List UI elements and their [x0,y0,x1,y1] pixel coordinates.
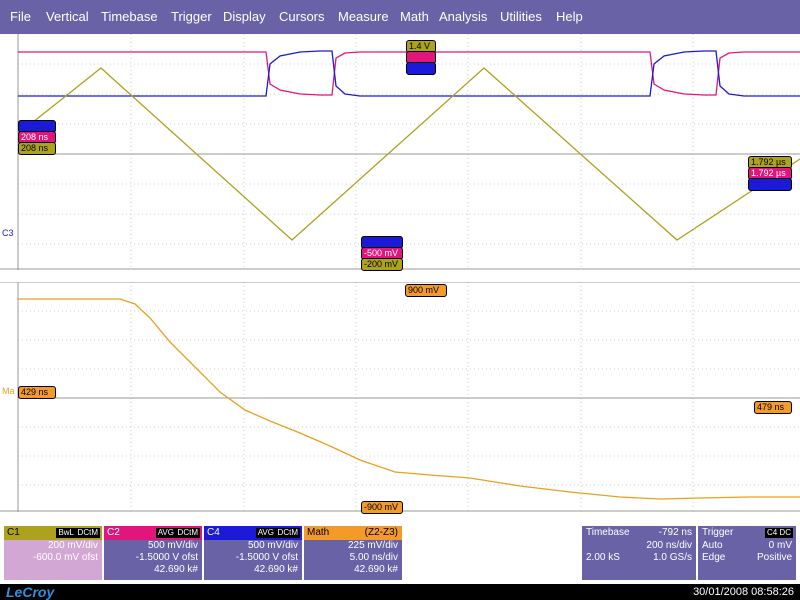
c1-coupling-badge: DCtM [75,528,100,538]
date-time: 30/01/2008 08:58:26 [693,586,794,598]
c2-avg-badge: AVG [155,528,176,538]
menu-bar: File Vertical Timebase Trigger Display C… [0,0,800,34]
menu-file[interactable]: File [10,9,31,24]
math-name: Math [307,527,330,538]
trigger-type: Edge [702,552,726,563]
c2-coupling-badge: DCtM [175,528,200,538]
c1-bottom-marker: -200 mV [361,258,403,271]
c1-descriptor[interactable]: C1 BwL DCtM 200 mV/div -600.0 mV ofst [4,526,102,580]
timebase-header: Timebase -792 ns [582,526,696,540]
c4-descriptor[interactable]: C4 AVG DCtM 500 mV/div -1.5000 V ofst 42… [204,526,302,580]
math-descriptor-header: Math (Z2-Z3) [304,526,402,540]
timebase-tdiv: 200 ns/div [646,540,692,551]
menu-help[interactable]: Help [556,9,583,24]
lower-grid-svg [0,282,800,512]
timebase-samples: 2.00 kS [586,552,620,563]
menu-display[interactable]: Display [223,9,266,24]
timebase-descriptor[interactable]: Timebase -792 ns 200 ns/div 2.00 kS 1.0 … [582,526,696,580]
channel-descriptors: C1 BwL DCtM 200 mV/div -600.0 mV ofst C2… [0,524,800,584]
c4-name: C4 [207,527,220,538]
timebase-rate: 1.0 GS/s [653,552,692,563]
math-vdiv: 225 mV/div [347,540,398,551]
lower-trace-label: Ma [2,386,15,396]
math-left-marker: 429 ns [18,386,56,399]
upper-grid-svg [0,34,800,270]
c4-descriptor-header: C4 AVG DCtM [204,526,302,540]
c1-offset: -600.0 mV ofst [32,552,98,563]
trigger-mode: Auto [702,540,723,551]
c2-trace [18,51,800,96]
c1-descriptor-header: C1 BwL DCtM [4,526,102,540]
menu-vertical[interactable]: Vertical [46,9,89,24]
math-top-marker: 900 mV [405,284,447,297]
c1-left-marker: 208 ns [18,142,56,155]
timebase-label: Timebase [586,527,630,538]
math-count: 42.690 k# [354,564,398,575]
trigger-slope: Positive [756,552,792,563]
trigger-row-1: Auto 0 mV [698,540,796,552]
c4-top-marker [406,62,436,75]
trigger-source-badge: C4 DC [764,528,793,538]
menu-trigger[interactable]: Trigger [171,9,212,24]
upper-waveform-grid[interactable]: C3 1.4 V 208 ns 208 ns 1.792 µs 1.792 µs… [0,34,800,271]
c4-coupling-badge: DCtM [275,528,300,538]
c2-descriptor[interactable]: C2 AVG DCtM 500 mV/div -1.5000 V ofst 42… [104,526,202,580]
math-descriptor[interactable]: Math (Z2-Z3) 225 mV/div 5.00 ns/div 42.6… [304,526,402,580]
math-function: (Z2-Z3) [364,527,398,538]
c1-trace [17,67,800,241]
math-hdiv: 5.00 ns/div [349,552,398,563]
timebase-row-1: 200 ns/div [582,540,696,552]
trigger-descriptor[interactable]: Trigger C4 DC Auto 0 mV Edge Positive [698,526,796,580]
trigger-header: Trigger C4 DC [698,526,796,540]
lower-gridlines [18,282,800,512]
math-right-marker: 479 ns [754,401,792,414]
c1-bwl-badge: BwL [56,528,76,538]
c4-count: 42.690 k# [254,564,298,575]
lower-waveform-grid[interactable]: Ma 900 mV 429 ns 479 ns -900 mV [0,282,800,514]
status-bar: LeCroy 30/01/2008 08:58:26 [0,584,800,600]
math-bottom-marker: -900 mV [361,501,403,514]
math-trace [18,298,800,500]
menu-analysis[interactable]: Analysis [439,9,488,24]
c4-offset: -1.5000 V ofst [235,552,298,563]
c2-count: 42.690 k# [154,564,198,575]
c2-name: C2 [107,527,120,538]
c2-vdiv: 500 mV/div [147,540,198,551]
menu-timebase[interactable]: Timebase [101,9,158,24]
c2-offset: -1.5000 V ofst [135,552,198,563]
timebase-row-2: 2.00 kS 1.0 GS/s [582,552,696,564]
lecroy-logo: LeCroy [6,584,55,600]
menu-measure[interactable]: Measure [338,9,389,24]
c4-right-marker [748,178,792,191]
upper-gridlines [18,34,800,270]
trigger-row-2: Edge Positive [698,552,796,564]
trigger-label: Trigger [702,527,734,538]
c4-vdiv: 500 mV/div [247,540,298,551]
upper-axes [0,34,800,270]
menu-utilities[interactable]: Utilities [500,9,542,24]
menu-math[interactable]: Math [400,9,429,24]
upper-trace-label: C3 [2,228,14,238]
c4-avg-badge: AVG [255,528,276,538]
menu-cursors[interactable]: Cursors [279,9,325,24]
c1-vdiv: 200 mV/div [47,540,98,551]
timebase-delay: -792 ns [658,527,692,538]
c1-name: C1 [7,527,20,538]
c4-trace [18,50,800,97]
c2-descriptor-header: C2 AVG DCtM [104,526,202,540]
lower-axes [0,282,800,512]
trigger-level: 0 mV [768,540,792,551]
